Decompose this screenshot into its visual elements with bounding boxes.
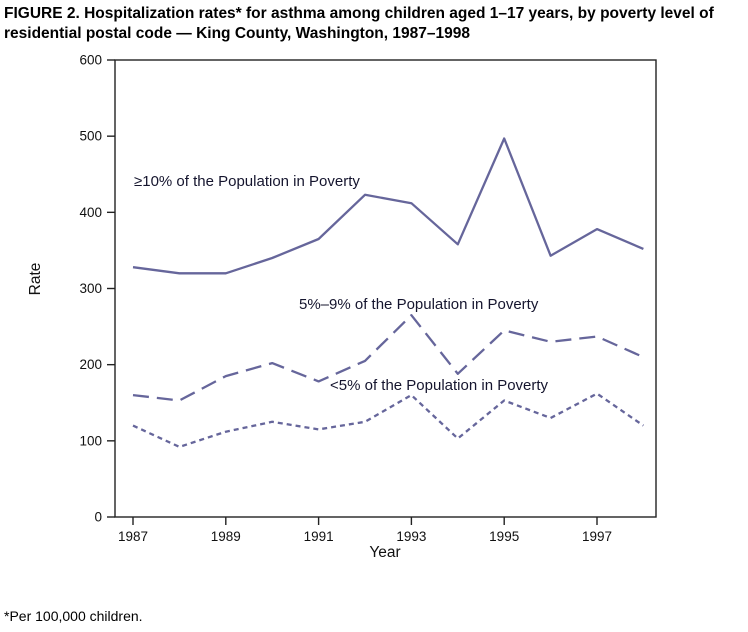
x-tick-label: 1997 — [582, 529, 612, 544]
y-tick-label: 500 — [79, 129, 102, 144]
y-tick-label: 200 — [79, 357, 102, 372]
x-tick-label: 1987 — [118, 529, 148, 544]
series-label-5to9-poverty: 5%–9% of the Population in Poverty — [299, 296, 539, 313]
series-line-0 — [132, 137, 644, 275]
x-tick-label: 1995 — [489, 529, 519, 544]
series-line-2 — [132, 392, 645, 449]
series-label-lt5-poverty: <5% of the Population in Poverty — [330, 377, 549, 394]
y-tick-label: 400 — [79, 205, 102, 220]
series-label-ge10-poverty: ≥10% of the Population in Poverty — [134, 173, 360, 190]
figure-title: FIGURE 2. Hospitalization rates* for ast… — [4, 5, 714, 42]
footnote: *Per 100,000 children. — [4, 608, 143, 624]
y-tick-label: 0 — [94, 510, 102, 525]
plot-frame — [114, 59, 657, 518]
y-axis-title: Rate — [27, 262, 44, 296]
x-tick-label: 1991 — [304, 529, 334, 544]
y-tick-label: 300 — [79, 281, 102, 296]
x-tick-label: 1993 — [396, 529, 426, 544]
x-axis-title: Year — [369, 544, 401, 561]
y-tick-label: 600 — [79, 53, 102, 68]
series-line-1 — [132, 314, 644, 402]
y-tick-label: 100 — [79, 433, 102, 448]
x-tick-label: 1989 — [211, 529, 241, 544]
